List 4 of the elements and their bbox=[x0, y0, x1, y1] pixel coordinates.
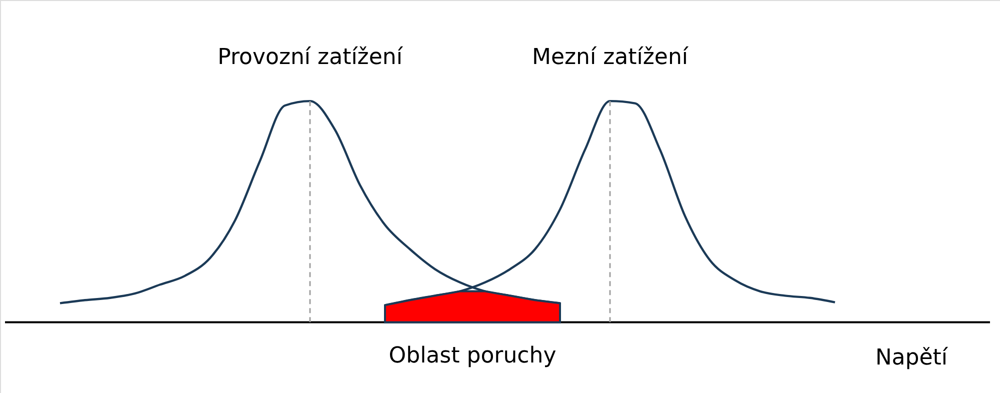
series-label: Oblast poruchy bbox=[388, 343, 556, 368]
x-axis-title: Napětí bbox=[875, 346, 948, 371]
series-label: Mezní zatížení bbox=[532, 44, 689, 70]
series-label: Provozní zatížení bbox=[218, 44, 404, 70]
